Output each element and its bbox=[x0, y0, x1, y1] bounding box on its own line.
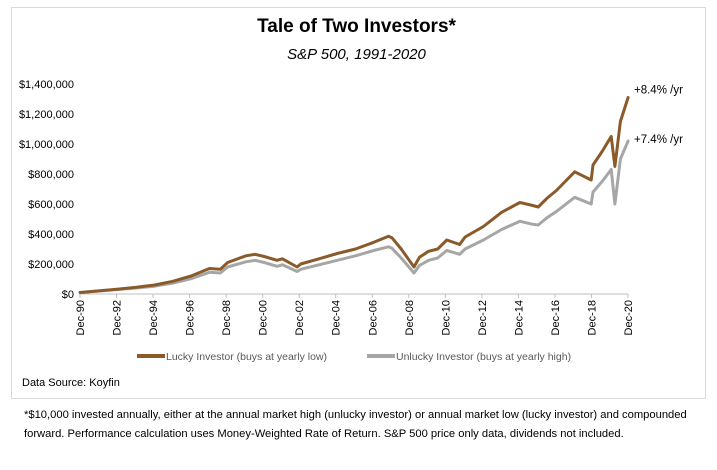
x-tick-label: Dec-92 bbox=[112, 300, 124, 335]
chart-subtitle: S&P 500, 1991-2020 bbox=[287, 46, 426, 63]
y-tick-label: $1,400,000 bbox=[19, 79, 74, 91]
unlucky-end-label: +7.4% /yr bbox=[634, 134, 683, 146]
x-tick-label: Dec-90 bbox=[75, 300, 87, 335]
x-axis: Dec-90 Dec-92 Dec-94 Dec-96 Dec-98 Dec-00 Dec-… bbox=[75, 293, 635, 335]
end-labels: +8.4% /yr +7.4% /yr bbox=[634, 85, 683, 147]
x-tick-label: Dec-94 bbox=[148, 300, 160, 335]
x-tick-label: Dec-18 bbox=[586, 300, 598, 335]
x-tick-label: Dec-04 bbox=[331, 300, 343, 335]
chart-svg: $0 $200,000 $400,000 $600,000 $800,000 $1,000… bbox=[19, 79, 683, 363]
x-tick-label: Dec-98 bbox=[221, 300, 233, 335]
data-source: Data Source: Koyfin bbox=[22, 377, 120, 389]
x-tick-label: Dec-12 bbox=[477, 300, 489, 335]
x-tick-label: Dec-02 bbox=[294, 300, 306, 335]
chart-title: Tale of Two Investors* bbox=[257, 16, 456, 37]
x-tick-label: Dec-96 bbox=[185, 300, 197, 335]
x-tick-label: Dec-10 bbox=[440, 300, 452, 335]
x-tick-label: Dec-14 bbox=[513, 300, 525, 335]
lucky-investor-line bbox=[78, 96, 630, 294]
legend-label-lucky: Lucky Investor (buys at yearly low) bbox=[166, 351, 327, 363]
legend-label-unlucky: Unlucky Investor (buys at yearly high) bbox=[396, 351, 571, 363]
series-group bbox=[78, 96, 630, 294]
legend: Lucky Investor (buys at yearly low) Unluc… bbox=[137, 351, 571, 363]
y-tick-label: $400,000 bbox=[28, 229, 74, 241]
y-tick-label: $800,000 bbox=[28, 169, 74, 181]
y-tick-label: $1,000,000 bbox=[19, 139, 74, 151]
footnote: *$10,000 invested annually, either at th… bbox=[24, 409, 687, 440]
x-tick-label: Dec-20 bbox=[623, 300, 635, 335]
y-axis: $0 $200,000 $400,000 $600,000 $800,000 $1,000… bbox=[19, 79, 74, 301]
y-tick-label: $1,200,000 bbox=[19, 109, 74, 121]
x-tick-label: Dec-06 bbox=[367, 300, 379, 335]
y-tick-label: $200,000 bbox=[28, 259, 74, 271]
y-tick-label: $0 bbox=[62, 289, 74, 301]
unlucky-investor-line bbox=[78, 139, 630, 294]
x-tick-label: Dec-00 bbox=[258, 300, 270, 335]
y-tick-label: $600,000 bbox=[28, 199, 74, 211]
x-tick-label: Dec-08 bbox=[404, 300, 416, 335]
x-tick-label: Dec-16 bbox=[550, 300, 562, 335]
lucky-end-label: +8.4% /yr bbox=[634, 85, 683, 97]
